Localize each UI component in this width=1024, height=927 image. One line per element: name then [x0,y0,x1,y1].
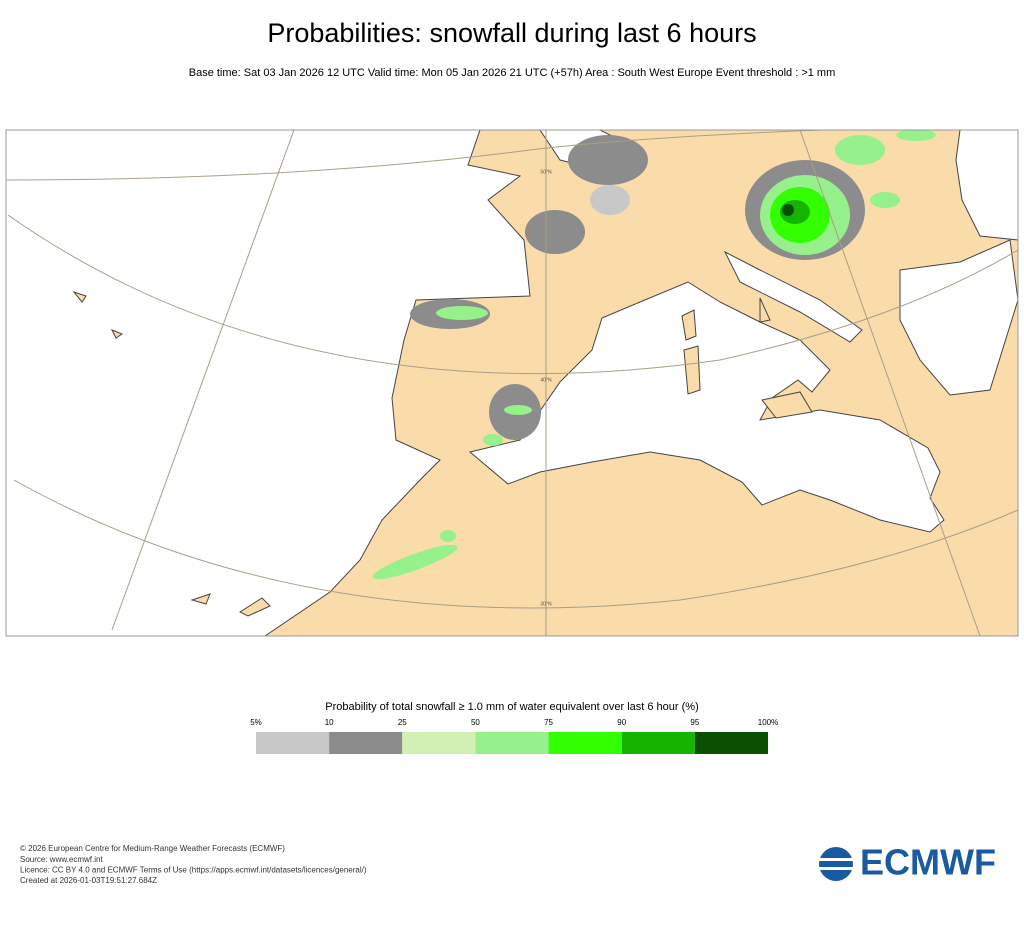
footer: © 2026 European Centre for Medium-Range … [20,844,367,885]
legend-label: 10 [325,718,334,727]
latitude-label: 40°N [540,377,552,383]
snow-areas [372,130,936,580]
legend-swatch [548,732,622,754]
legend-label: 5% [250,718,262,727]
map: 50°N 40°N 30°N [5,129,1019,637]
legend-label: 95 [690,718,699,727]
logo-text: ECMWF [860,842,996,883]
footer-line: Source: www.ecmwf.int [20,855,103,864]
title: Probabilities: snowfall during last 6 ho… [267,18,756,48]
footer-line: Licence: CC BY 4.0 and ECMWF Terms of Us… [20,866,367,875]
legend-title: Probability of total snowfall ≥ 1.0 mm o… [325,701,698,713]
legend-swatch [621,732,695,754]
legend-swatch [402,732,476,754]
islands [72,290,813,617]
subtitle: Base time: Sat 03 Jan 2026 12 UTC Valid … [189,67,836,79]
map-frame [5,129,1019,637]
legend-label: 90 [617,718,626,727]
legend-label: 25 [398,718,407,727]
sea [6,130,1018,636]
legend-swatch [329,732,403,754]
legend-label: 75 [544,718,553,727]
footer-line: © 2026 European Centre for Medium-Range … [20,844,285,853]
legend-swatch [694,732,768,754]
logo: ECMWF [819,842,996,883]
latitude-label: 30°N [540,601,552,607]
legend-label: 100% [758,718,778,727]
legend: 5% 10 25 50 75 90 95 100% [250,718,778,754]
legend-label: 50 [471,718,480,727]
footer-line: Created at 2026-01-03T19:51:27.684Z [20,876,157,885]
latitude-label: 50°N [540,169,552,175]
graticule [6,130,1018,636]
legend-swatch [475,732,549,754]
legend-swatch [256,732,330,754]
